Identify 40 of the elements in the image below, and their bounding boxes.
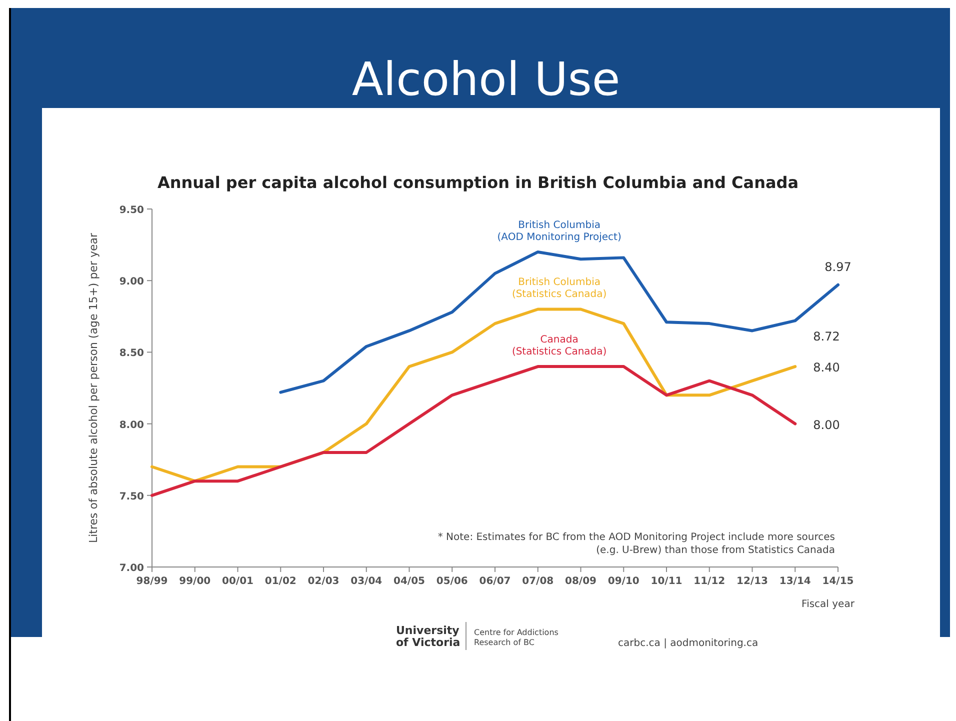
series-label: British Columbia (AOD Monitoring Project) — [497, 220, 622, 243]
x-tick-label: 99/00 — [179, 576, 211, 587]
y-tick-label: 9.50 — [119, 205, 144, 216]
x-axis-title: Fiscal year — [802, 599, 856, 610]
x-tick-label: 01/02 — [264, 576, 296, 587]
text: Centre for Addictions Research of BC — [474, 628, 558, 647]
data-label: 8.97 — [824, 260, 852, 274]
y-tick-label: 7.50 — [119, 491, 144, 502]
x-tick-label: 13/14 — [779, 576, 811, 587]
x-tick-label: 98/99 — [136, 576, 168, 587]
x-tick-label: 08/09 — [565, 576, 597, 587]
y-tick-label: 7.00 — [119, 563, 144, 574]
x-tick-label: 00/01 — [222, 576, 254, 587]
x-tick-label: 06/07 — [479, 576, 511, 587]
line-series — [150, 308, 797, 483]
series-label: British Columbia (Statistics Canada) — [512, 277, 607, 300]
y-tick-label: 8.50 — [119, 348, 144, 360]
text: carbc.ca | aodmonitoring.ca — [618, 638, 758, 649]
x-tick-label: 05/06 — [436, 576, 468, 587]
data-label: 8.40 — [813, 360, 840, 375]
x-tick-label: 12/13 — [736, 576, 768, 587]
y-tick-label: 9.00 — [119, 276, 144, 288]
x-tick-label: 07/08 — [522, 576, 554, 587]
x-tick-label: 10/11 — [650, 576, 682, 587]
line-series — [150, 365, 797, 497]
x-tick-label: 11/12 — [694, 576, 726, 587]
y-axis-title: Litres of absolute alcohol per person (age 15+) per year — [87, 232, 100, 544]
data-label: 8.72 — [813, 330, 840, 344]
data-label: 8.00 — [813, 418, 840, 432]
series-label: Canada (Statistics Canada) — [512, 334, 607, 358]
x-tick-label: 14/15 — [822, 576, 854, 587]
chart-title: Alcohol Use — [352, 52, 620, 106]
x-tick-label: 03/04 — [350, 576, 382, 587]
y-tick-label: 8.00 — [119, 420, 144, 431]
x-tick-label: 04/05 — [394, 576, 426, 587]
x-tick-label: 09/10 — [608, 576, 640, 587]
chart-subtitle: Annual per capita alcohol consumption in British Columbia and Canada — [158, 173, 798, 192]
annotation: * Note: Estimates for BC from the AOD Monitoring Project include more sources (e.g. U-Brew) than those from Statistics Canada — [438, 532, 835, 556]
text: University of Victoria — [396, 624, 460, 649]
x-tick-label: 02/03 — [308, 576, 340, 587]
